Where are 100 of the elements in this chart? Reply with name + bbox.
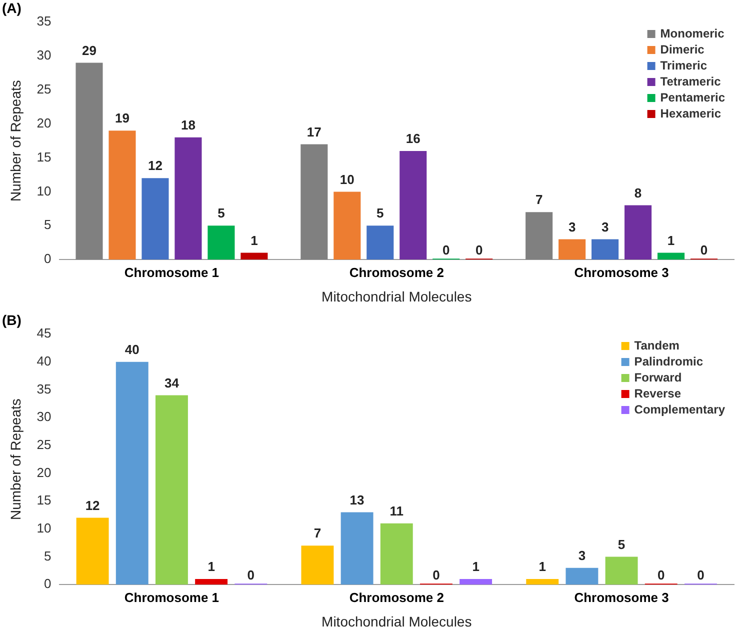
bar — [658, 252, 685, 260]
bar — [155, 395, 188, 585]
bar — [208, 226, 235, 260]
y-tick-label: 45 — [36, 326, 52, 341]
data-label: 11 — [390, 503, 404, 518]
data-label: 16 — [406, 131, 420, 146]
bar — [195, 579, 228, 585]
data-label: 7 — [535, 192, 543, 208]
legend-label: Reverse — [634, 386, 682, 400]
bar — [142, 178, 169, 260]
legend-label: Trimeric — [660, 58, 708, 72]
y-tick-label: 30 — [36, 409, 52, 424]
y-axis-title: Number of Repeats — [7, 80, 24, 202]
data-label: 0 — [658, 568, 665, 583]
legend-label: Tandem — [634, 338, 680, 352]
y-tick-label: 20 — [36, 115, 52, 130]
y-tick-label: 20 — [36, 464, 52, 480]
data-label: 0 — [475, 242, 483, 258]
bar — [240, 252, 268, 260]
data-label: 12 — [148, 158, 162, 174]
data-label: 29 — [82, 42, 96, 58]
data-label: 17 — [306, 124, 322, 140]
bar — [592, 239, 619, 260]
x-tick-label: Chromosome 2 — [349, 264, 444, 280]
data-label: 10 — [340, 172, 354, 187]
legend-label: Pentameric — [660, 90, 726, 104]
x-tick-label: Chromosome 1 — [124, 264, 220, 280]
y-tick-label: 25 — [36, 81, 52, 96]
data-label: 0 — [432, 568, 440, 583]
legend-label: Monomeric — [660, 26, 725, 40]
data-label: 40 — [124, 342, 140, 357]
data-label: 1 — [667, 232, 675, 248]
bar — [400, 150, 427, 260]
data-label: 5 — [218, 206, 225, 221]
x-axis-title: Mitochondrial Molecules — [322, 288, 472, 304]
bar — [558, 239, 586, 260]
bar — [605, 556, 638, 585]
y-tick-label: 35 — [36, 381, 52, 396]
y-tick-label: 10 — [36, 183, 52, 198]
data-label: 34 — [164, 375, 180, 390]
data-label: 1 — [250, 232, 258, 248]
bar — [301, 546, 334, 585]
bar — [76, 62, 103, 260]
data-label: 0 — [442, 242, 450, 258]
bar — [108, 130, 136, 260]
data-label: 8 — [634, 185, 642, 200]
x-tick-label: Chromosome 3 — [574, 264, 669, 280]
data-label: 0 — [700, 242, 708, 258]
x-tick-label: Chromosome 2 — [349, 590, 444, 605]
data-label: 19 — [115, 110, 130, 126]
chart-title: (B) — [2, 312, 22, 328]
y-tick-label: 15 — [36, 149, 52, 164]
bar — [380, 523, 413, 585]
bar — [76, 518, 109, 585]
y-axis-title: Number of Repeats — [7, 398, 24, 520]
data-label: 3 — [568, 219, 576, 234]
data-label: 13 — [350, 492, 364, 508]
y-tick-label: 35 — [36, 14, 52, 29]
x-tick-label: Chromosome 3 — [574, 590, 669, 605]
bar — [340, 512, 374, 585]
bar — [334, 192, 361, 260]
legend-label: Complementary — [634, 402, 726, 416]
bar — [526, 579, 559, 585]
bar — [624, 205, 652, 260]
y-tick-label: 10 — [36, 520, 52, 536]
legend-label: Tetrameric — [660, 74, 722, 88]
data-label: 0 — [697, 568, 704, 583]
y-tick-label: 0 — [44, 576, 52, 592]
bar — [116, 362, 148, 585]
bar — [300, 144, 328, 260]
data-label: 18 — [180, 117, 196, 132]
legend-label: Hexameric — [660, 106, 722, 120]
data-label: 5 — [618, 536, 626, 552]
y-tick-label: 5 — [44, 548, 52, 564]
y-tick-label: 0 — [44, 251, 52, 266]
x-tick-label: Chromosome 1 — [124, 590, 220, 605]
legend-label: Dimeric — [660, 42, 705, 56]
legend-label: Forward — [634, 370, 682, 384]
y-tick-label: 5 — [44, 217, 52, 232]
data-label: 12 — [85, 498, 100, 513]
bar — [460, 579, 492, 585]
data-label: 3 — [601, 219, 609, 234]
bar — [526, 212, 553, 260]
data-label: 1 — [472, 559, 480, 574]
data-label: 1 — [208, 559, 215, 574]
data-label: 7 — [314, 526, 322, 541]
y-tick-label: 40 — [36, 353, 52, 368]
chart-title: (A) — [2, 0, 22, 16]
y-tick-label: 30 — [36, 48, 52, 63]
y-tick-label: 25 — [36, 436, 52, 452]
bar — [174, 137, 202, 260]
bar — [566, 568, 598, 585]
legend-label: Palindromic — [634, 354, 704, 368]
bar — [366, 226, 394, 260]
data-label: 3 — [578, 548, 586, 563]
data-label: 5 — [376, 206, 384, 221]
y-tick-label: 15 — [36, 492, 52, 508]
x-axis-title: Mitochondrial Molecules — [322, 613, 472, 630]
data-label: 1 — [538, 559, 546, 574]
data-label: 0 — [247, 568, 255, 583]
